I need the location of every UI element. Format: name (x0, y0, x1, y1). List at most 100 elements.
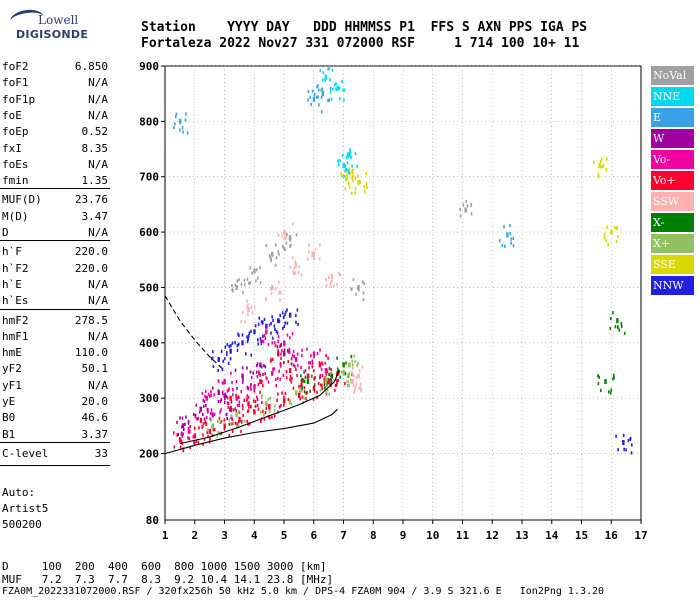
echo-texture (466, 204, 469, 208)
echo-texture (198, 426, 200, 430)
echo-texture (346, 373, 349, 377)
echo-texture (261, 394, 263, 398)
echo-texture (295, 313, 297, 318)
echo-texture (609, 391, 612, 395)
echo-texture (248, 331, 251, 335)
echo-texture (597, 175, 600, 179)
echo-texture (297, 270, 300, 275)
echo-point (324, 368, 328, 374)
echo-texture (264, 336, 267, 341)
x-tick-label: 16 (605, 529, 619, 542)
echo-texture (238, 403, 241, 407)
echo-point (199, 406, 203, 412)
echo-texture (212, 364, 215, 368)
echo-texture (209, 417, 211, 421)
param-value: N/A (88, 226, 108, 239)
echo-texture (196, 417, 198, 421)
echo-texture (317, 381, 320, 386)
echo-texture (285, 370, 288, 374)
echo-texture (231, 380, 233, 385)
echo-texture (259, 419, 262, 424)
echo-texture (259, 280, 262, 285)
echo-texture (243, 398, 246, 402)
echo-texture (262, 372, 264, 377)
echo-point (253, 384, 256, 390)
echo-texture (601, 157, 603, 161)
echo-texture (306, 347, 308, 351)
echo-point (327, 379, 331, 385)
echo-texture (345, 177, 347, 182)
legend-item: Vo- (651, 150, 694, 169)
echo-texture (186, 131, 189, 135)
echo-texture (597, 172, 600, 176)
echo-texture (266, 377, 268, 381)
echo-texture (274, 263, 277, 267)
param-row: B1 3.37 (2, 428, 108, 442)
echo-texture (258, 370, 260, 374)
echo-texture (509, 232, 512, 236)
param-separator (0, 441, 110, 443)
echo-texture (231, 417, 234, 422)
echo-texture (623, 331, 626, 335)
echo-texture (248, 281, 250, 285)
echo-texture (281, 349, 283, 353)
echo-texture (279, 290, 281, 294)
echo-texture (296, 363, 299, 368)
echo-texture (235, 409, 238, 413)
echo-texture (610, 316, 612, 321)
echo-texture (217, 379, 220, 383)
echo-texture (329, 372, 331, 376)
echo-texture (300, 383, 303, 388)
param-separator (0, 240, 110, 242)
echo-point (193, 433, 197, 439)
echo-texture (242, 290, 244, 295)
echo-texture (226, 417, 228, 421)
param-row: B0 46.6 (2, 411, 108, 425)
echo-point (259, 379, 262, 385)
echo-texture (238, 400, 241, 404)
echo-texture (329, 281, 332, 285)
echo-texture (249, 266, 252, 270)
echo-texture (189, 425, 191, 429)
echo-texture (226, 389, 229, 393)
echo-point (330, 273, 333, 279)
echo-texture (217, 419, 219, 423)
echo-texture (366, 186, 368, 190)
echo-texture (308, 243, 310, 247)
echo-point (187, 428, 191, 434)
echo-texture (226, 343, 229, 347)
echo-texture (234, 368, 237, 372)
legend-item: E (651, 108, 694, 127)
echo-texture (343, 88, 346, 92)
echo-texture (319, 68, 322, 73)
echo-texture (187, 426, 190, 431)
echo-texture (357, 288, 360, 292)
echo-texture (286, 308, 288, 312)
echo-texture (312, 397, 315, 401)
echo-texture (203, 404, 205, 408)
echo-texture (241, 407, 244, 411)
echo-texture (280, 356, 282, 360)
echo-texture (256, 403, 259, 408)
param-row: hmF2 278.5 (2, 314, 108, 328)
echo-texture (263, 413, 265, 417)
echo-texture (278, 405, 281, 409)
echo-texture (219, 420, 222, 424)
echo-texture (307, 90, 310, 94)
echo-texture (292, 350, 295, 354)
param-value: 220.0 (74, 261, 108, 275)
param-name: h`E (2, 277, 22, 291)
echo-texture (348, 372, 351, 376)
echo-texture (223, 394, 226, 398)
echo-texture (346, 170, 348, 174)
echo-texture (192, 412, 195, 416)
echo-texture (317, 84, 319, 88)
echo-texture (316, 395, 319, 399)
echo-texture (503, 225, 505, 229)
echo-texture (598, 375, 600, 379)
echo-texture (352, 383, 355, 388)
param-value: N/A (88, 277, 108, 291)
echo-point (324, 74, 328, 80)
echo-texture (172, 431, 175, 435)
echo-texture (182, 449, 185, 453)
